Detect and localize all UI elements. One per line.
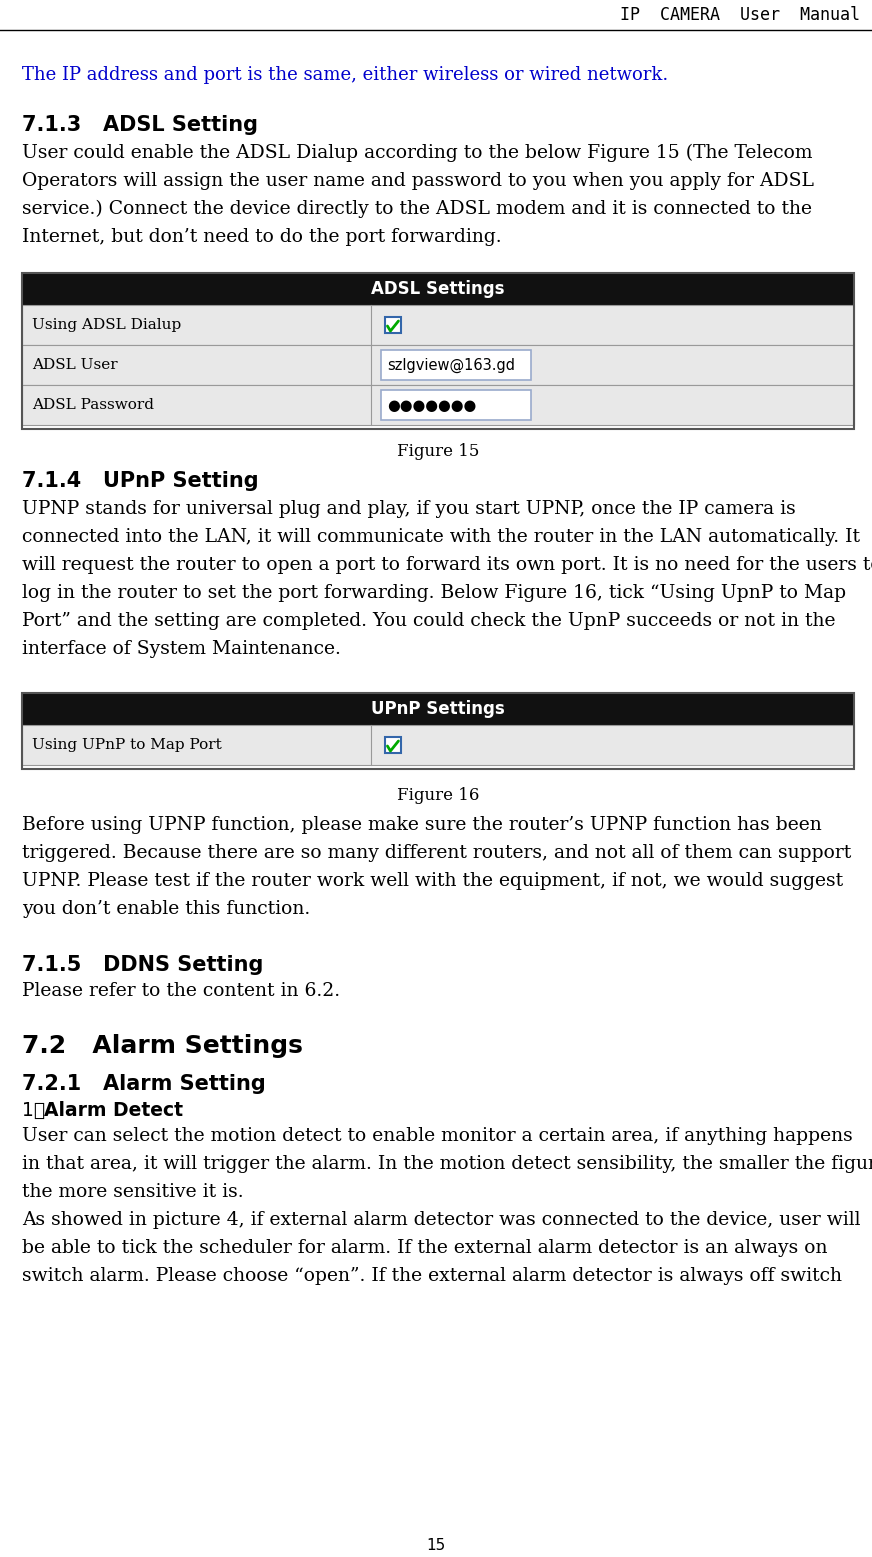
Text: UPnP Settings: UPnP Settings	[371, 701, 505, 718]
Text: will request the router to open a port to forward its own port. It is no need fo: will request the router to open a port t…	[22, 556, 872, 575]
Text: Alarm Detect: Alarm Detect	[44, 1101, 183, 1119]
Text: 7.2   Alarm Settings: 7.2 Alarm Settings	[22, 1034, 303, 1059]
Bar	[22, 693, 854, 769]
Text: be able to tick the scheduler for alarm. If the external alarm detector is an al: be able to tick the scheduler for alarm.…	[22, 1239, 828, 1256]
Text: 7.2.1   Alarm Setting: 7.2.1 Alarm Setting	[22, 1074, 266, 1095]
Text: 7.1.3   ADSL Setting: 7.1.3 ADSL Setting	[22, 115, 258, 135]
Text: service.) Connect the device directly to the ADSL modem and it is connected to t: service.) Connect the device directly to…	[22, 199, 812, 218]
Text: ●●●●●●●: ●●●●●●●	[387, 397, 477, 413]
Text: Using UPnP to Map Port: Using UPnP to Map Port	[32, 738, 221, 752]
Text: szlgview@163.gd: szlgview@163.gd	[387, 358, 515, 372]
Text: UPNP. Please test if the router work well with the equipment, if not, we would s: UPNP. Please test if the router work wel…	[22, 872, 843, 891]
Text: User could enable the ADSL Dialup according to the below Figure 15 (The Telecom: User could enable the ADSL Dialup accord…	[22, 143, 813, 162]
Text: ADSL User: ADSL User	[32, 358, 118, 372]
Bar	[22, 305, 854, 346]
Bar	[22, 726, 854, 764]
Bar	[385, 736, 401, 754]
Text: Port” and the setting are completed. You could check the UpnP succeeds or not in: Port” and the setting are completed. You…	[22, 612, 835, 631]
Text: Internet, but don’t need to do the port forwarding.: Internet, but don’t need to do the port …	[22, 227, 501, 246]
Text: triggered. Because there are so many different routers, and not all of them can : triggered. Because there are so many dif…	[22, 844, 851, 863]
Text: interface of System Maintenance.: interface of System Maintenance.	[22, 640, 341, 659]
Text: 1）: 1）	[22, 1101, 45, 1119]
Text: connected into the LAN, it will communicate with the router in the LAN automatic: connected into the LAN, it will communic…	[22, 528, 860, 547]
Text: Please refer to the content in 6.2.: Please refer to the content in 6.2.	[22, 982, 340, 1000]
Text: UPNP stands for universal plug and play, if you start UPNP, once the IP camera i: UPNP stands for universal plug and play,…	[22, 500, 796, 518]
Bar	[22, 693, 854, 726]
Bar	[22, 272, 854, 430]
Bar	[22, 272, 854, 277]
Bar	[22, 385, 854, 425]
Text: the more sensitive it is.: the more sensitive it is.	[22, 1183, 243, 1200]
Text: IP  CAMERA  User  Manual: IP CAMERA User Manual	[620, 6, 860, 23]
Text: Before using UPNP function, please make sure the router’s UPNP function has been: Before using UPNP function, please make …	[22, 816, 821, 835]
Bar	[22, 272, 854, 305]
Bar	[381, 350, 531, 380]
Bar	[381, 389, 531, 420]
Text: Figure 16: Figure 16	[397, 786, 480, 803]
Text: you don’t enable this function.: you don’t enable this function.	[22, 900, 310, 919]
Text: User can select the motion detect to enable monitor a certain area, if anything : User can select the motion detect to ena…	[22, 1127, 853, 1144]
Bar	[22, 346, 854, 385]
Text: log in the router to set the port forwarding. Below Figure 16, tick “Using UpnP : log in the router to set the port forwar…	[22, 584, 846, 603]
Text: in that area, it will trigger the alarm. In the motion detect sensibility, the s: in that area, it will trigger the alarm.…	[22, 1155, 872, 1172]
Text: The IP address and port is the same, either wireless or wired network.: The IP address and port is the same, eit…	[22, 65, 668, 84]
Text: Figure 15: Figure 15	[397, 442, 480, 459]
Text: 15: 15	[426, 1537, 446, 1552]
Text: ADSL Settings: ADSL Settings	[371, 280, 505, 297]
Bar	[22, 693, 854, 698]
Text: As showed in picture 4, if external alarm detector was connected to the device, : As showed in picture 4, if external alar…	[22, 1211, 861, 1228]
Text: Operators will assign the user name and password to you when you apply for ADSL: Operators will assign the user name and …	[22, 171, 814, 190]
Text: switch alarm. Please choose “open”. If the external alarm detector is always off: switch alarm. Please choose “open”. If t…	[22, 1267, 842, 1285]
Text: 7.1.4   UPnP Setting: 7.1.4 UPnP Setting	[22, 472, 259, 490]
Text: ADSL Password: ADSL Password	[32, 399, 154, 413]
Text: 7.1.5   DDNS Setting: 7.1.5 DDNS Setting	[22, 954, 263, 975]
Bar	[385, 318, 401, 333]
Text: Using ADSL Dialup: Using ADSL Dialup	[32, 318, 181, 332]
